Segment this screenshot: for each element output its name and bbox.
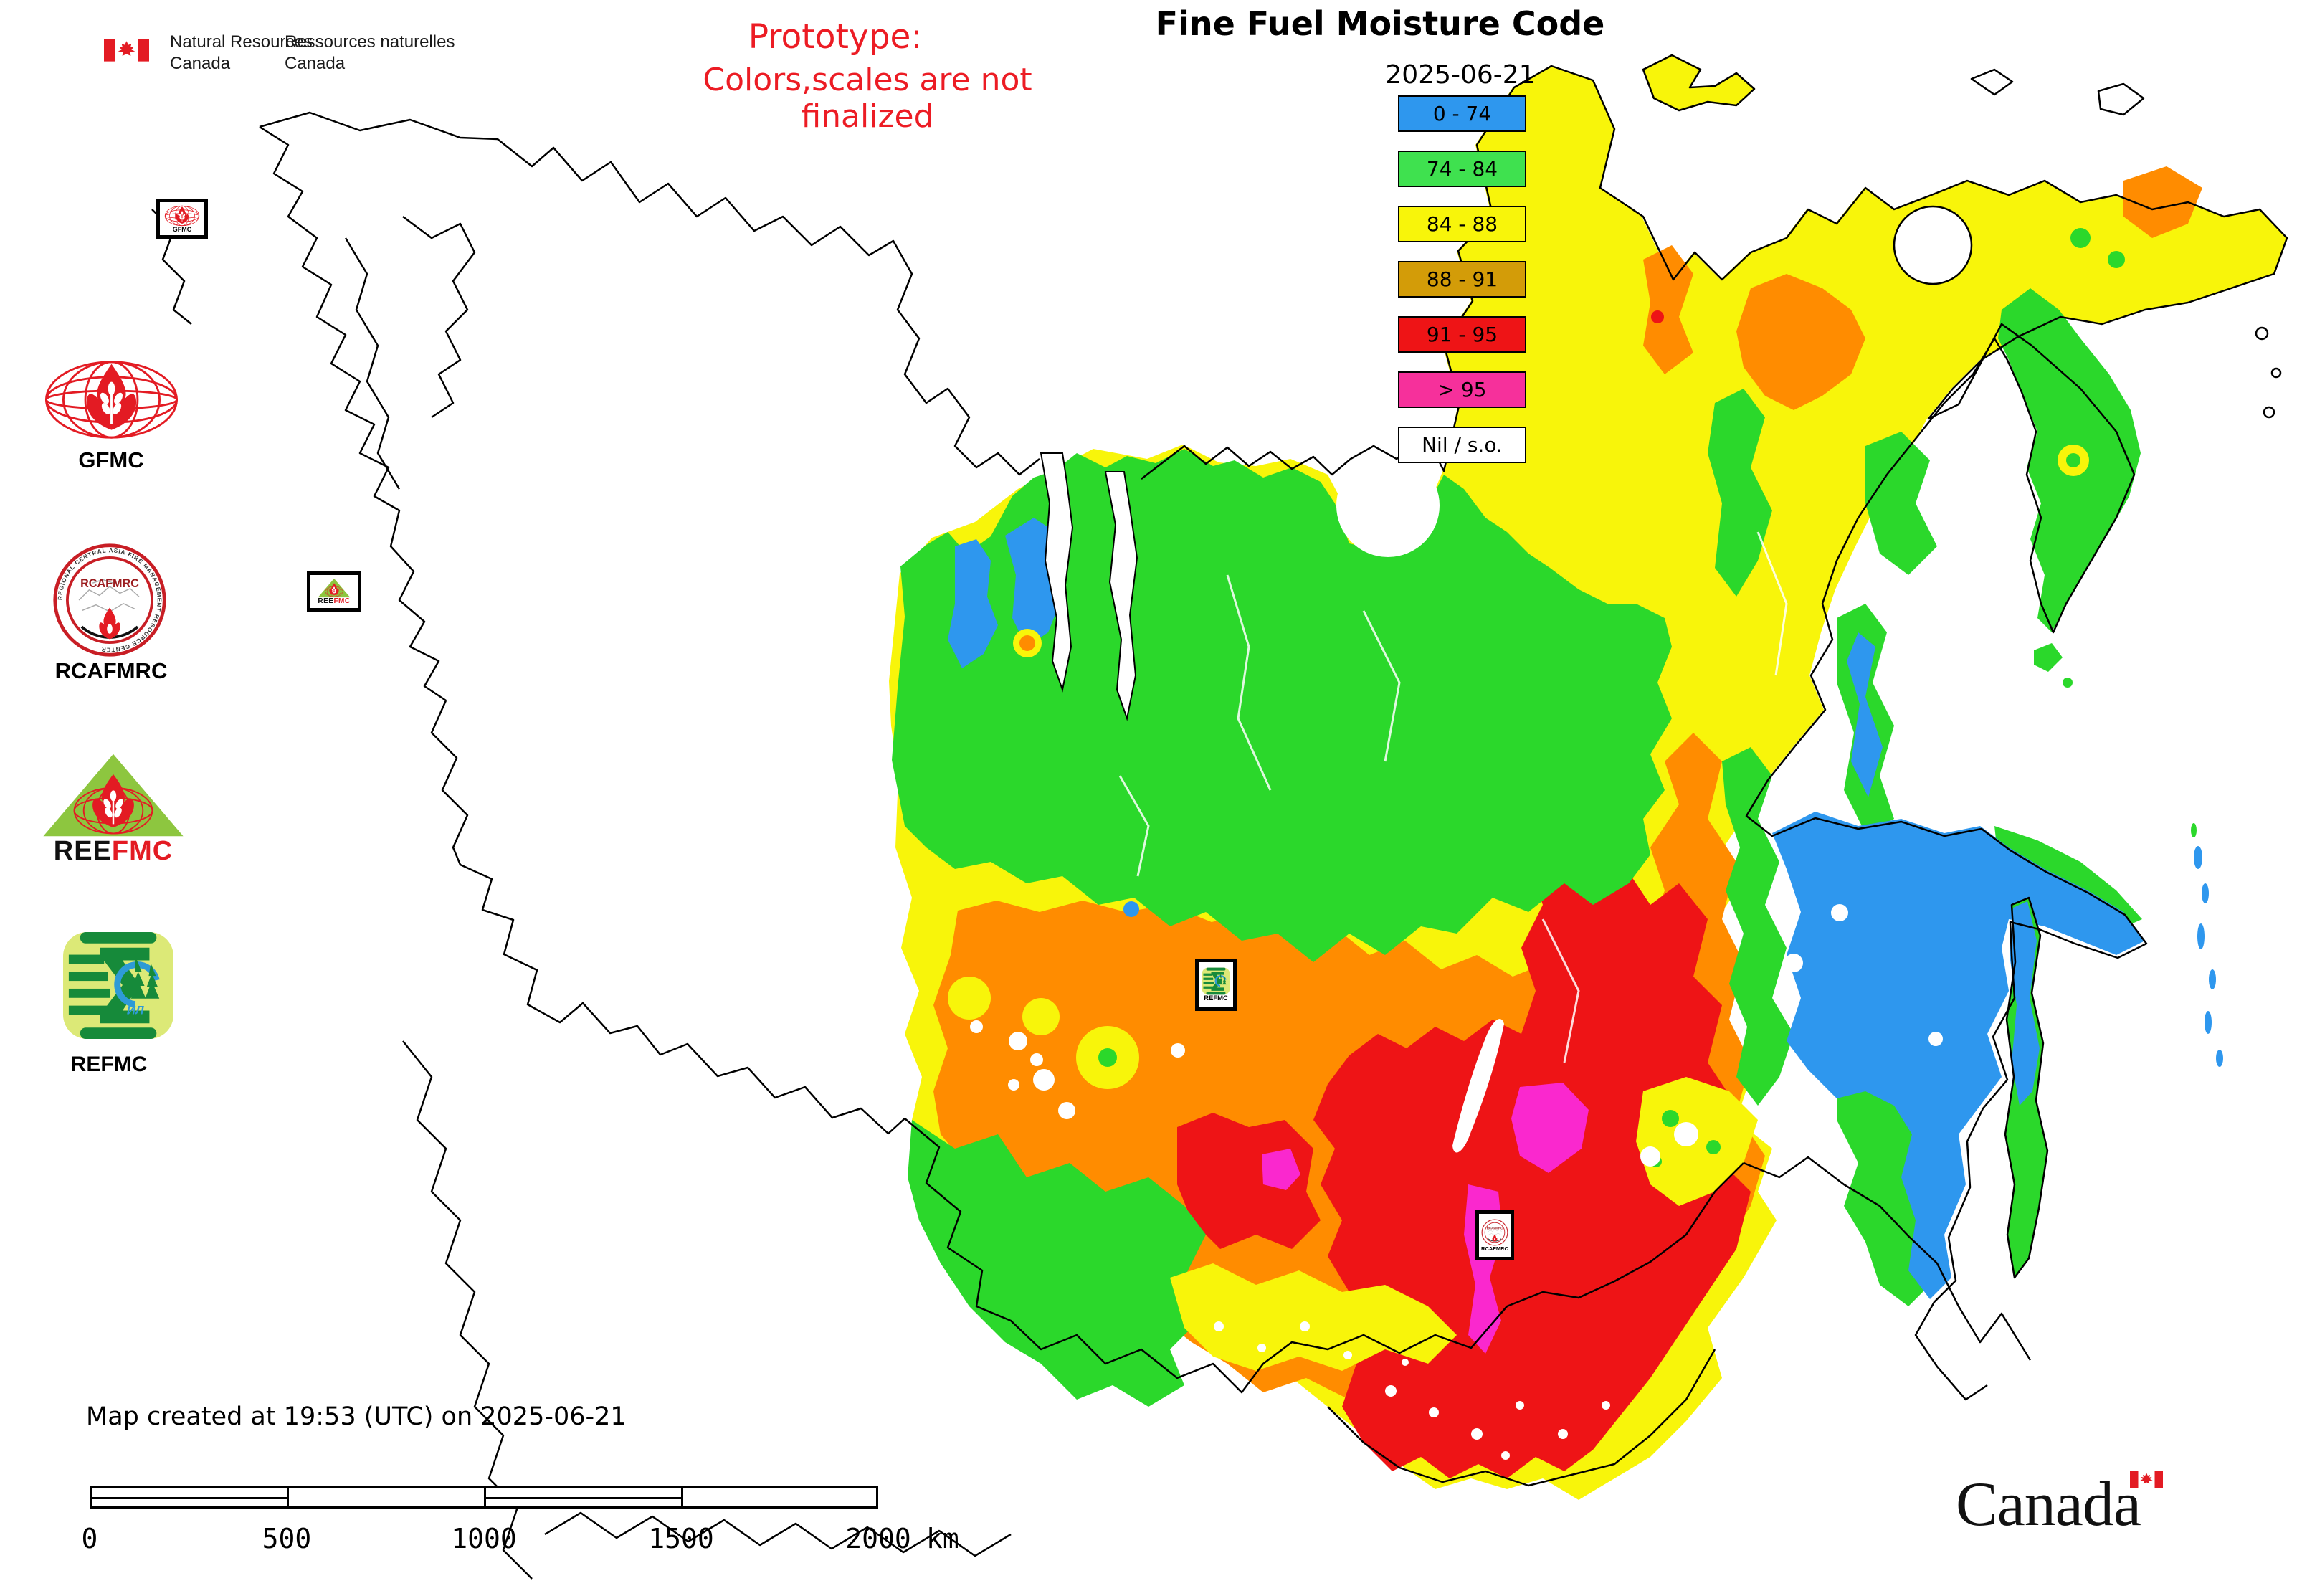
reefmc-marker-label-black: REE bbox=[318, 597, 334, 605]
nrcan-fr-line2: Canada bbox=[285, 54, 346, 73]
legend-entry: 0 - 74 bbox=[1398, 95, 1526, 132]
refmc-logo: ИЛ bbox=[62, 931, 175, 1040]
reefmc-marker-label-red: FMC bbox=[333, 597, 351, 605]
nrcan-en-line1: Natural Resources bbox=[170, 32, 313, 52]
rcafmrc-inner-text: RCAFMRC bbox=[80, 577, 139, 590]
gfmc-marker-icon bbox=[163, 205, 201, 227]
nrcan-signature-fr: Ressources naturelles Canada bbox=[285, 32, 455, 75]
reefmc-map-marker: REEFMC bbox=[307, 571, 361, 612]
gfmc-logo bbox=[42, 358, 181, 441]
reefmc-marker-icon bbox=[317, 578, 351, 598]
reefmc-marker-label: REEFMC bbox=[318, 598, 350, 605]
refmc-marker-icon bbox=[1202, 967, 1230, 995]
scale-divider bbox=[681, 1488, 683, 1506]
rcafmrc-marker-inner-text: RCAFMRC bbox=[1487, 1227, 1503, 1230]
map-date: 2025-06-21 bbox=[1385, 60, 1536, 90]
scale-divider bbox=[484, 1488, 486, 1506]
refmc-inner-text: ИЛ bbox=[127, 1003, 144, 1017]
canada-flag-icon bbox=[104, 32, 149, 69]
reefmc-wordmark-black: REE bbox=[53, 836, 112, 866]
canada-wordmark-text: Canada bbox=[1956, 1470, 2141, 1539]
scale-tick-0: 0 bbox=[81, 1523, 98, 1554]
rcafmrc-map-marker: RCAFMRC RCAFMRC bbox=[1475, 1210, 1514, 1260]
legend-entry: 84 - 88 bbox=[1398, 206, 1526, 242]
rcafmrc-label: RCAFMRC bbox=[54, 658, 168, 683]
prototype-notice-line1: Prototype: bbox=[748, 17, 923, 57]
canada-wordmark: Canada bbox=[1956, 1468, 2214, 1554]
refmc-map-marker: REFMC bbox=[1195, 959, 1237, 1011]
ffmc-raster bbox=[889, 66, 2287, 1500]
scale-midline bbox=[92, 1497, 287, 1499]
scale-tick-1500: 1500 bbox=[648, 1523, 714, 1554]
scale-bar bbox=[90, 1486, 878, 1509]
scale-tick-500: 500 bbox=[262, 1523, 312, 1554]
rcafmrc-marker-label: RCAFMRC bbox=[1481, 1245, 1508, 1253]
legend-entry: Nil / s.o. bbox=[1398, 427, 1526, 463]
nrcan-en-line2: Canada bbox=[170, 54, 231, 73]
nrcan-fr-line1: Ressources naturelles bbox=[285, 32, 455, 52]
prototype-notice-line2: Colors,scales are not finalized bbox=[703, 62, 1032, 135]
reefmc-logo bbox=[37, 751, 189, 839]
scale-tick-2000: 2000 bbox=[845, 1523, 911, 1554]
gfmc-map-marker: GFMC bbox=[156, 199, 208, 239]
nrcan-signature-en: Natural Resources Canada bbox=[170, 32, 313, 75]
gfmc-marker-label: GFMC bbox=[172, 225, 192, 233]
map-created-text: Map created at 19:53 (UTC) on 2025-06-21 bbox=[86, 1402, 627, 1431]
refmc-label: REFMC bbox=[70, 1053, 148, 1076]
legend-entry: 91 - 95 bbox=[1398, 316, 1526, 353]
refmc-marker-label: REFMC bbox=[1204, 994, 1228, 1003]
legend-entry: 74 - 84 bbox=[1398, 151, 1526, 187]
reefmc-wordmark-red: FMC bbox=[111, 836, 173, 866]
page-title: Fine Fuel Moisture Code bbox=[1155, 4, 1605, 43]
gfmc-label: GFMC bbox=[78, 447, 144, 472]
canada-wordmark-flag-icon bbox=[2130, 1471, 2163, 1488]
scale-divider bbox=[287, 1488, 289, 1506]
water-nil-areas bbox=[970, 205, 1973, 1460]
scale-tick-1000: 1000 bbox=[451, 1523, 517, 1554]
scale-unit: km bbox=[926, 1523, 959, 1554]
rcafmrc-logo: REGIONAL CENTRAL ASIA FIRE MANAGEMENT RE… bbox=[52, 542, 168, 658]
scale-midline bbox=[486, 1497, 681, 1499]
rcafmrc-marker-icon: RCAFMRC bbox=[1481, 1219, 1508, 1246]
reefmc-wordmark: REEFMC bbox=[34, 836, 192, 867]
legend-entry: 88 - 91 bbox=[1398, 261, 1526, 298]
legend-entry: > 95 bbox=[1398, 371, 1526, 408]
